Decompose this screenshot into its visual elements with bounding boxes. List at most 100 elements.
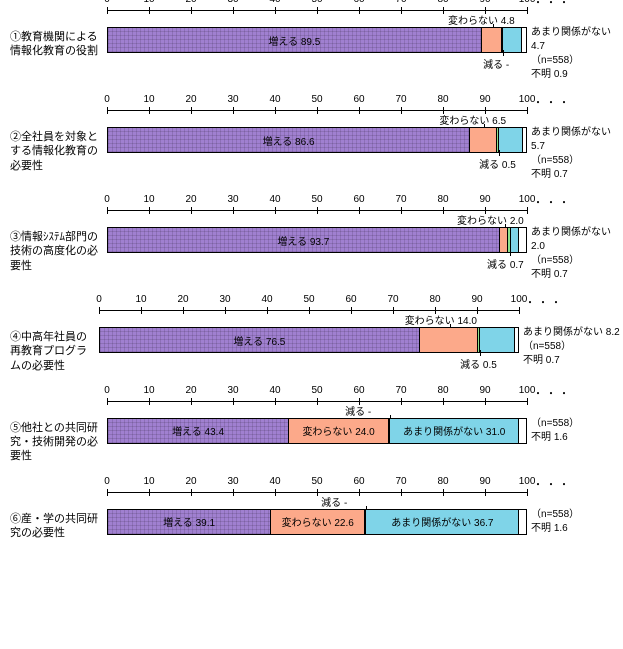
- right-annotations: （n=558）不明 1.6: [527, 401, 613, 445]
- callout-top: 変わらない 14.0: [405, 312, 477, 327]
- tick-label: 30: [219, 294, 230, 305]
- tick-label: 50: [311, 194, 322, 205]
- stacked-bar: 増える 89.5: [107, 27, 527, 53]
- n-note: （n=558）: [523, 340, 613, 354]
- tick-label: 60: [353, 94, 364, 105]
- bar-segment-not_related: [503, 28, 523, 52]
- bar-segment-same: [500, 228, 508, 252]
- annot-unknown: 不明 0.7: [531, 268, 613, 282]
- tick-label: 0: [104, 194, 110, 205]
- tick-label: 60: [353, 0, 364, 5]
- callout-bottom: 減る 0.5: [479, 156, 516, 171]
- tick-label: 60: [353, 194, 364, 205]
- bar-segment-not_related: あまり関係がない 31.0: [390, 419, 519, 443]
- annot-not-related: あまり関係がない 4.7: [531, 26, 613, 54]
- chart-y-label: ②全社員を対象とする情報化教育の必要性: [10, 110, 107, 173]
- bar-segment-same: [482, 28, 502, 52]
- tick-label: 10: [143, 385, 154, 396]
- segment-label: 変わらない 24.0: [302, 423, 374, 438]
- bar-segment-increase: 増える 86.6: [108, 128, 470, 152]
- stacked-bar: 増える 43.4変わらない 24.0あまり関係がない 31.0: [107, 418, 527, 444]
- bar-segment-same: [420, 328, 479, 352]
- bar-segment-increase: 増える 89.5: [108, 28, 482, 52]
- chart-block: ⑤他社との共同研究・技術開発の必要性0102030405060708090100…: [10, 401, 613, 464]
- annot-unknown: 不明 0.9: [531, 68, 613, 82]
- bar-segment-not_related: [499, 128, 523, 152]
- axis-overflow-dots: ・・・: [533, 0, 572, 9]
- tick-label: 10: [135, 294, 146, 305]
- n-note: （n=558）: [531, 508, 613, 522]
- plot-area: 0102030405060708090100・・・変わらない 6.5増える 86…: [107, 110, 527, 153]
- annot-unknown: 不明 0.7: [531, 168, 613, 182]
- callout-top: 変わらない 2.0: [457, 212, 524, 227]
- tick-label: 30: [227, 385, 238, 396]
- bar-segment-increase: 増える 93.7: [108, 228, 500, 252]
- plot-area: 0102030405060708090100・・・変わらない 2.0増える 93…: [107, 210, 527, 253]
- tick-label: 80: [429, 294, 440, 305]
- bar-segment-unknown: [519, 419, 526, 443]
- segment-label: 変わらない 22.6: [282, 514, 354, 529]
- annot-unknown: 不明 0.7: [523, 354, 613, 368]
- callout-top: 変わらない 4.8: [448, 12, 515, 27]
- tick-label: 0: [104, 476, 110, 487]
- tick-label: 40: [261, 294, 272, 305]
- tick-label: 40: [269, 94, 280, 105]
- tick-label: 60: [345, 294, 356, 305]
- n-note: （n=558）: [531, 254, 613, 268]
- bar-segment-increase: 増える 76.5: [100, 328, 420, 352]
- tick-label: 70: [395, 385, 406, 396]
- tick-label: 80: [437, 194, 448, 205]
- tick-label: 70: [387, 294, 398, 305]
- tick-label: 40: [269, 0, 280, 5]
- annot-not-related: あまり関係がない 8.2: [523, 326, 613, 340]
- callout-bottom: 減る -: [483, 56, 509, 71]
- n-note: （n=558）: [531, 154, 613, 168]
- tick-label: 10: [143, 194, 154, 205]
- segment-label: 増える 39.1: [163, 514, 215, 529]
- stacked-bar: 増える 39.1 変わらない 22.6 あまり関係がない 36.7: [107, 509, 527, 535]
- tick-label: 60: [353, 385, 364, 396]
- tick-label: 80: [437, 476, 448, 487]
- chart-block: ③情報ｼｽﾃﾑ部門の技術の高度化の必要性01020304050607080901…: [10, 210, 613, 282]
- tick-label: 10: [143, 94, 154, 105]
- tick-label: 30: [227, 476, 238, 487]
- bar-segment-not_related: [480, 328, 514, 352]
- segment-label: 増える 86.6: [263, 133, 315, 148]
- tick-label: 10: [143, 0, 154, 5]
- tick-label: 50: [311, 476, 322, 487]
- tick-label: 30: [227, 94, 238, 105]
- n-note: （n=558）: [531, 54, 613, 68]
- chart-container: ①教育機関による情報化教育の役割0102030405060708090100・・…: [10, 10, 613, 540]
- n-note: （n=558）: [531, 417, 613, 431]
- chart-block: ②全社員を対象とする情報化教育の必要性010203040506070809010…: [10, 110, 613, 182]
- segment-label: 増える 93.7: [277, 233, 329, 248]
- plot-area: 0102030405060708090100・・・変わらない 14.0増える 7…: [99, 310, 519, 353]
- tick-label: 30: [227, 0, 238, 5]
- callout-bottom: 減る 0.5: [460, 356, 497, 371]
- x-axis: 0102030405060708090100・・・: [107, 401, 527, 418]
- plot-area: 0102030405060708090100・・・減る -増える 39.1変わら…: [107, 492, 527, 535]
- right-annotations: あまり関係がない 5.7（n=558）不明 0.7: [527, 110, 613, 182]
- bar-segment-same: 変わらない 22.6: [271, 510, 365, 534]
- stacked-bar: 増える 76.5: [99, 327, 519, 353]
- annot-unknown: 不明 1.6: [531, 431, 613, 445]
- callout-top: 減る -: [345, 403, 371, 418]
- axis-overflow-dots: ・・・: [533, 194, 572, 209]
- chart-block: ⑥産・学の共同研究の必要性0102030405060708090100・・・減る…: [10, 492, 613, 541]
- bar-segment-unknown: [519, 510, 526, 534]
- axis-overflow-dots: ・・・: [525, 294, 564, 309]
- bar-segment-not_related: あまり関係がない 36.7: [366, 510, 519, 534]
- plot-area: 0102030405060708090100・・・減る -増える 43.4変わら…: [107, 401, 527, 444]
- tick-label: 20: [177, 294, 188, 305]
- tick-label: 60: [353, 476, 364, 487]
- axis-overflow-dots: ・・・: [533, 476, 572, 491]
- tick-label: 70: [395, 94, 406, 105]
- segment-label: あまり関係がない 36.7: [391, 514, 493, 529]
- tick-label: 0: [104, 0, 110, 5]
- tick-label: 90: [479, 94, 490, 105]
- callout-bottom: 減る 0.7: [487, 256, 524, 271]
- bar-segment-same: [470, 128, 497, 152]
- right-annotations: あまり関係がない 8.2（n=558）不明 0.7: [519, 310, 613, 368]
- tick-label: 90: [471, 294, 482, 305]
- callout-top: 変わらない 6.5: [439, 112, 506, 127]
